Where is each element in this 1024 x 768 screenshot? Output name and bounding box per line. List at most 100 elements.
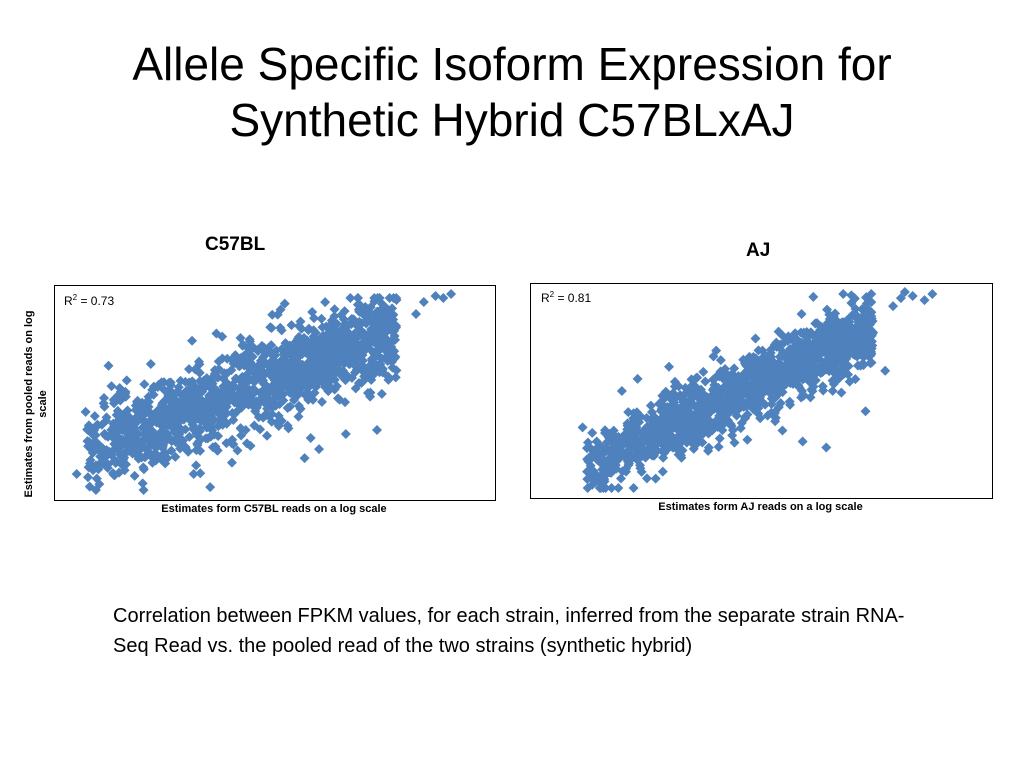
scatter-point [866,297,877,308]
scatter-point [307,307,318,318]
scatter-point [861,292,872,303]
scatter-point [802,361,813,372]
scatter-point [139,379,150,390]
scatter-point [762,410,773,421]
scatter-point [368,328,379,339]
scatter-point [140,408,151,419]
scatter-point [649,420,660,431]
scatter-point [857,326,868,337]
scatter-point [137,478,148,489]
scatter-point [594,450,605,461]
scatter-point [216,404,227,415]
scatter-point [232,389,243,400]
scatter-point [310,354,321,365]
scatter-point [80,406,91,417]
scatter-point [775,368,786,379]
scatter-point [339,306,350,317]
scatter-point [315,345,326,356]
scatter-point [713,441,724,452]
scatter-point [309,343,320,354]
scatter-point [787,370,798,381]
scatter-point [218,385,229,396]
scatter-point [353,339,364,350]
r2-exponent: 2 [549,290,555,299]
scatter-point [857,358,868,369]
scatter-point [117,437,128,448]
scatter-point [173,382,184,393]
scatter-point [129,470,140,481]
scatter-point [687,393,698,404]
scatter-point [673,381,684,392]
scatter-point [714,412,725,423]
scatter-point [729,363,740,374]
scatter-point [330,336,341,347]
scatter-point [190,364,201,375]
scatter-point [349,334,360,345]
scatter-point [788,336,799,347]
scatter-point [201,402,212,413]
scatter-point [623,407,634,418]
scatter-point [101,412,112,423]
scatter-point [280,338,291,349]
scatter-point [907,291,918,302]
scatter-point [212,445,223,456]
scatter-point [692,372,703,383]
scatter-point [368,369,379,380]
scatter-point [380,325,391,336]
scatter-point [734,397,745,408]
scatter-point [836,324,847,335]
scatter-point [760,399,771,410]
scatter-point [805,392,816,403]
scatter-point [641,423,652,434]
scatter-point [118,412,129,423]
scatter-point [765,358,776,369]
r2-annotation-aj: R2 = 0.81 [541,290,591,305]
scatter-point [346,372,357,383]
scatter-point [83,425,94,435]
scatter-point [293,331,304,342]
scatter-point [314,444,325,455]
scatter-point [193,356,204,367]
scatter-point [379,335,390,346]
scatter-point [587,427,598,438]
scatter-point [85,455,96,466]
scatter-point [686,374,697,385]
scatter-point [266,409,277,420]
scatter-point [258,412,269,423]
scatter-point [387,362,398,373]
scatter-point [866,289,877,300]
scatter-point [633,452,644,463]
scatter-point [159,385,170,396]
scatter-point [134,445,145,456]
scatter-point [189,393,200,404]
scatter-canvas-c57bl [71,289,457,495]
scatter-point [340,318,351,329]
scatter-point [772,379,783,390]
scatter-point [104,446,115,457]
scatter-point [707,425,718,436]
scatter-point [333,329,343,339]
scatter-point [702,399,713,410]
scatter-point [227,438,238,449]
scatter-point [749,398,760,409]
scatter-point [860,406,871,417]
scatter-point [639,445,650,456]
scatter-point [272,369,283,380]
scatter-point [607,437,618,448]
scatter-point [321,329,332,340]
scatter-point [828,343,839,354]
scatter-point [102,431,113,442]
scatter-point [863,336,874,347]
scatter-point [329,304,340,315]
scatter-point [586,450,597,461]
scatter-point [760,352,771,363]
scatter-point [99,401,110,412]
scatter-point [190,424,201,435]
scatter-point [843,361,854,372]
scatter-point [854,330,865,341]
scatter-point [170,451,181,462]
scatter-point [641,473,652,484]
scatter-point [715,355,726,366]
scatter-point [156,404,167,415]
scatter-point [683,409,694,420]
